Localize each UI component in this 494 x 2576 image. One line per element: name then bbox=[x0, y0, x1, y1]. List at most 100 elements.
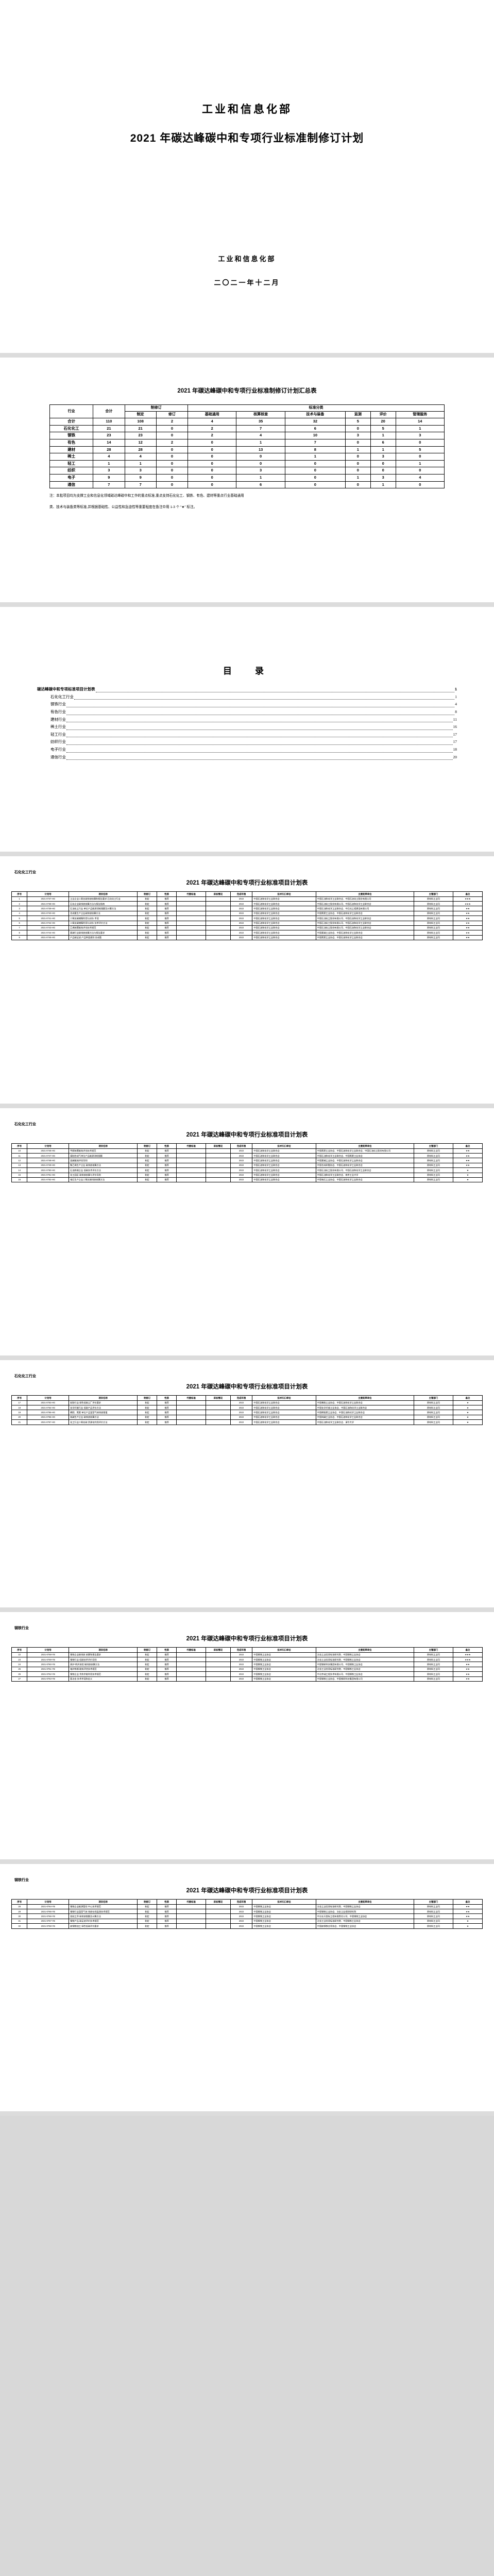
plan-cell-no: 2 bbox=[11, 901, 28, 907]
plan-cell-dept: 原材料工业司 bbox=[413, 1676, 453, 1682]
plan-table: 序号 计划号 项目名称 制修订 性质 代替标准 采标情况 完成年限 技术归口单位 主要起草单位 主管… bbox=[11, 1143, 483, 1183]
plan-cell-year: 2022 bbox=[230, 901, 253, 907]
toc-entry[interactable]: 钢铁行业 4 bbox=[37, 701, 457, 708]
plan-cell-year: 2022 bbox=[230, 1162, 253, 1168]
plan-cell-replace bbox=[176, 1414, 207, 1420]
plan-cell-name: 石化企业碳排放核算方法与报告指南 bbox=[69, 901, 138, 907]
plan-cell-drafters: 中国钢铁工业协会、冶金工业规划研究院 bbox=[315, 1908, 414, 1914]
toc-entry[interactable]: 石化化工行业 1 bbox=[37, 693, 457, 701]
plan-cell-drafters: 中国纯碱工业协会、中国石油和化学工业联合会 bbox=[315, 1414, 414, 1420]
plan-cell-drafters: 中国氮肥工业协会、中国石油和化学工业联合会、中国石油化工股份有限公司 bbox=[315, 1148, 414, 1154]
plan-table-title: 2021 年碳达峰碳中和专项行业标准项目计划表 bbox=[186, 1888, 308, 1894]
toc-entry[interactable]: 电子行业 18 bbox=[37, 746, 457, 754]
plan-th-adopt: 采标情况 bbox=[206, 1647, 231, 1653]
summary-cell-revise: 2 bbox=[156, 418, 189, 426]
toc-entry[interactable]: 有色行业 8 bbox=[37, 708, 457, 716]
plan-cell-type: 制定 bbox=[137, 920, 158, 926]
plan-th-drafters: 主要起草单位 bbox=[315, 1899, 414, 1905]
toc-entry-label: 建材行业 bbox=[50, 717, 66, 722]
plan-cell-org: 中国钢铁工业协会 bbox=[252, 1908, 316, 1914]
th-formulate: 制定 bbox=[124, 411, 157, 419]
summary-note-line1: 注：本批项目均为支撑工业和信息化领域碳达峰碳中和工作的重点标准,重点支持石化化工… bbox=[49, 494, 244, 498]
summary-cell-monitor: 1 bbox=[345, 474, 371, 482]
toc-entry-page: 16 bbox=[453, 724, 457, 730]
plan-cell-code: 2021-0768-YB bbox=[27, 1923, 70, 1929]
toc-leader-dots bbox=[66, 736, 453, 738]
plan-table-row: 29 2021-0765-YB 钢铁行业温室气体 排放在线监测技术规范 制定 推荐 202… bbox=[11, 1908, 483, 1914]
plan-cell-no: 4 bbox=[11, 910, 28, 917]
plan-cell-dept: 原材料工业司 bbox=[413, 1162, 453, 1168]
toc-entry[interactable]: 稀土行业 16 bbox=[37, 723, 457, 731]
plan-cell-replace bbox=[176, 896, 207, 902]
summary-cell-basic: 0 bbox=[188, 446, 237, 454]
plan-th-year: 完成年限 bbox=[230, 891, 253, 897]
plan-cell-dept: 原材料工业司 bbox=[413, 1400, 453, 1406]
toc-leader-dots bbox=[66, 714, 455, 715]
plan-cell-name: 化学纤维行业 低碳产品评价方法 bbox=[69, 1404, 138, 1411]
toc-entry[interactable]: 碳达峰碳中和专项标准项目计划表 1 bbox=[37, 686, 457, 693]
toc-entry[interactable]: 通信行业 20 bbox=[37, 754, 457, 761]
plan-cell-replace bbox=[176, 1662, 207, 1667]
plan-th-type: 制修订 bbox=[137, 1143, 158, 1149]
plan-cell-dept: 原材料工业司 bbox=[413, 1904, 453, 1910]
plan-cell-type: 制定 bbox=[137, 1666, 158, 1672]
plan-cell-code: 2021-0737-HG bbox=[27, 896, 70, 902]
plan-cell-code: 2021-0751-HG bbox=[27, 1172, 70, 1178]
toc-entry-page: 11 bbox=[453, 717, 457, 722]
cover-date: 二〇二一年十二月 bbox=[214, 279, 280, 286]
plan-cell-code: 2021-0761-YB bbox=[27, 1666, 70, 1672]
plan-cell-note: ★★ bbox=[452, 1676, 483, 1682]
plan-th-no: 序号 bbox=[11, 1899, 28, 1905]
toc-entry[interactable]: 纺织行业 17 bbox=[37, 738, 457, 746]
plan-cell-adopt bbox=[206, 901, 231, 907]
plan-cell-code: 2021-0744-HG bbox=[27, 930, 70, 936]
summary-cell-industry: 轻工 bbox=[49, 460, 94, 468]
plan-cell-type: 制定 bbox=[137, 1400, 158, 1406]
page-divider bbox=[0, 1104, 494, 1108]
summary-cell-industry: 钢铁 bbox=[49, 432, 94, 439]
plan-cell-code: 2021-0748-HG bbox=[27, 1158, 70, 1163]
plan-cell-note: ★★ bbox=[452, 1662, 483, 1667]
toc-entry-page: 18 bbox=[453, 747, 457, 752]
plan-cell-org: 中国石油和化学工业联合会 bbox=[252, 1400, 316, 1406]
plan-th-org: 技术归口单位 bbox=[252, 1395, 316, 1401]
summary-cell-manage: 4 bbox=[395, 474, 445, 482]
plan-th-code: 计划号 bbox=[27, 1899, 70, 1905]
summary-cell-basic: 0 bbox=[188, 474, 237, 482]
plan-cell-org: 中国石油和化学工业联合会 bbox=[252, 906, 316, 911]
page-plan: 钢铁行业 2021 年碳达峰碳中和专项行业标准项目计划表 序号 计划号 项目名称 制修订性… bbox=[0, 1864, 494, 2111]
page-toc: 目 录 碳达峰碳中和专项标准项目计划表 1 石化化工行业 1 钢铁行业 4 有色行业 8 建材行… bbox=[0, 607, 494, 852]
summary-row: 建材 28 28 0 0 13 8 1 1 5 bbox=[49, 446, 445, 454]
plan-cell-drafters: 中国废钢铁应用协会、中国钢铁工业协会 bbox=[315, 1923, 414, 1929]
plan-cell-adopt bbox=[206, 1918, 231, 1924]
summary-cell-accounting: 13 bbox=[236, 446, 285, 454]
plan-cell-code: 2021-0752-HG bbox=[27, 1177, 70, 1183]
plan-cell-adopt bbox=[206, 1153, 231, 1159]
summary-body: 合计 110 108 2 4 35 32 5 20 14 石化化工 21 21 0 2 7 6 0 5 1 钢铁 23 23… bbox=[49, 418, 445, 489]
summary-cell-monitor: 5 bbox=[345, 418, 371, 426]
plan-cell-type: 制定 bbox=[137, 935, 158, 941]
plan-cell-dept: 原材料工业司 bbox=[413, 1666, 453, 1672]
summary-cell-tech: 10 bbox=[284, 432, 346, 439]
plan-th-type: 制修订 bbox=[137, 1647, 158, 1653]
plan-cell-dept: 原材料工业司 bbox=[413, 1419, 453, 1425]
plan-cell-year: 2022 bbox=[230, 1918, 253, 1924]
summary-cell-industry: 电子 bbox=[49, 474, 94, 482]
plan-cell-adopt bbox=[206, 1404, 231, 1411]
toc-entry[interactable]: 轻工行业 17 bbox=[37, 731, 457, 739]
plan-cell-note: ★★ bbox=[452, 1148, 483, 1154]
plan-cell-replace bbox=[176, 1652, 207, 1658]
plan-cell-nature: 推荐 bbox=[157, 1923, 177, 1929]
plan-cell-name: 电石生产企业二氧化碳排放核算方法 bbox=[69, 1177, 138, 1183]
plan-cell-year: 2022 bbox=[230, 1676, 253, 1682]
plan-cell-adopt bbox=[206, 1656, 231, 1663]
plan-th-org: 技术归口单位 bbox=[252, 1647, 316, 1653]
plan-table-title: 2021 年碳达峰碳中和专项行业标准项目计划表 bbox=[186, 1132, 308, 1138]
plan-table-row: 7 2021-0743-HG 乙烯装置能效评估技术规范 制定 推荐 2022 中国石油和化学… bbox=[11, 925, 483, 931]
plan-cell-type: 制定 bbox=[137, 1414, 158, 1420]
plan-cell-note: ★★★ bbox=[452, 901, 483, 907]
plan-cell-name: 产品碳足迹 产品种类规则 合成氨 bbox=[69, 935, 138, 941]
toc-entry[interactable]: 建材行业 11 bbox=[37, 716, 457, 724]
plan-cell-replace bbox=[176, 1410, 207, 1415]
toc-entry-label: 稀土行业 bbox=[50, 724, 66, 730]
